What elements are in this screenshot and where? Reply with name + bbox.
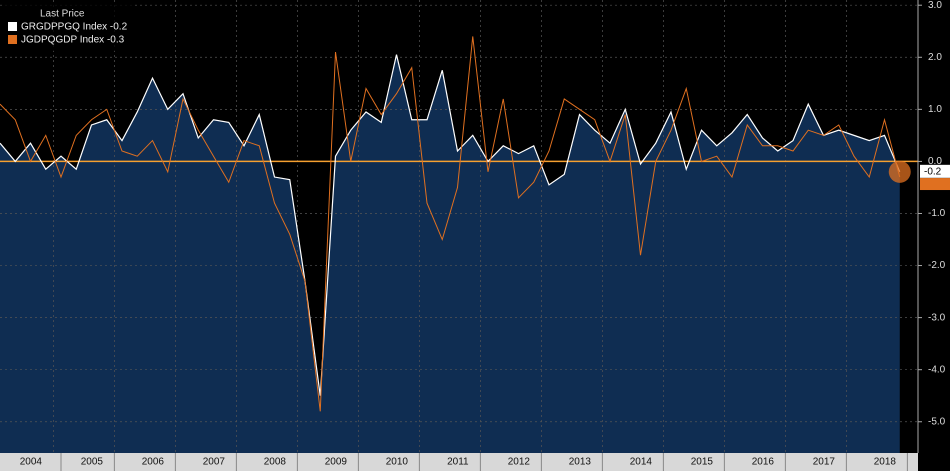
x-tick-label: 2012 — [508, 457, 531, 468]
last-value-box — [920, 178, 950, 191]
x-tick-label: 2013 — [569, 457, 592, 468]
x-tick-label: 2016 — [752, 457, 775, 468]
x-tick-label: 2009 — [325, 457, 348, 468]
y-tick-label: -1.0 — [928, 208, 946, 219]
legend-swatch — [8, 35, 17, 44]
series-line — [0, 54, 901, 396]
x-tick-label: 2005 — [81, 457, 104, 468]
legend-swatch — [8, 22, 17, 31]
x-tick-label: 2015 — [691, 457, 714, 468]
y-tick-label: -4.0 — [928, 364, 946, 375]
legend-label: GRGDPPGQ Index -0.2 — [21, 22, 128, 33]
legend-label: JGDPQGDP Index -0.3 — [21, 35, 125, 46]
y-tick-label: -5.0 — [928, 416, 946, 427]
x-tick-label: 2010 — [386, 457, 409, 468]
legend-title: Last Price — [40, 9, 85, 20]
plot — [0, 0, 918, 453]
y-tick-label: -2.0 — [928, 260, 946, 271]
y-tick-label: 2.0 — [928, 52, 942, 63]
y-tick-label: 0.0 — [928, 156, 942, 167]
x-tick-label: 2007 — [203, 457, 226, 468]
y-tick-label: 1.0 — [928, 104, 942, 115]
last-value-label: -0.2 — [924, 166, 942, 177]
x-axis-band — [0, 453, 918, 471]
x-tick-label: 2008 — [264, 457, 287, 468]
series-line — [0, 36, 901, 412]
x-tick-label: 2017 — [813, 457, 836, 468]
x-tick-label: 2004 — [20, 457, 43, 468]
y-tick-label: 3.0 — [928, 0, 942, 11]
area — [0, 54, 900, 453]
legend-box — [3, 3, 135, 51]
last-value-box — [920, 164, 950, 178]
y-tick-label: -3.0 — [928, 312, 946, 323]
x-tick-label: 2018 — [874, 457, 897, 468]
x-tick-label: 2006 — [142, 457, 165, 468]
last-marker — [888, 160, 911, 183]
x-tick-label: 2014 — [630, 457, 653, 468]
x-tick-label: 2011 — [447, 457, 469, 468]
